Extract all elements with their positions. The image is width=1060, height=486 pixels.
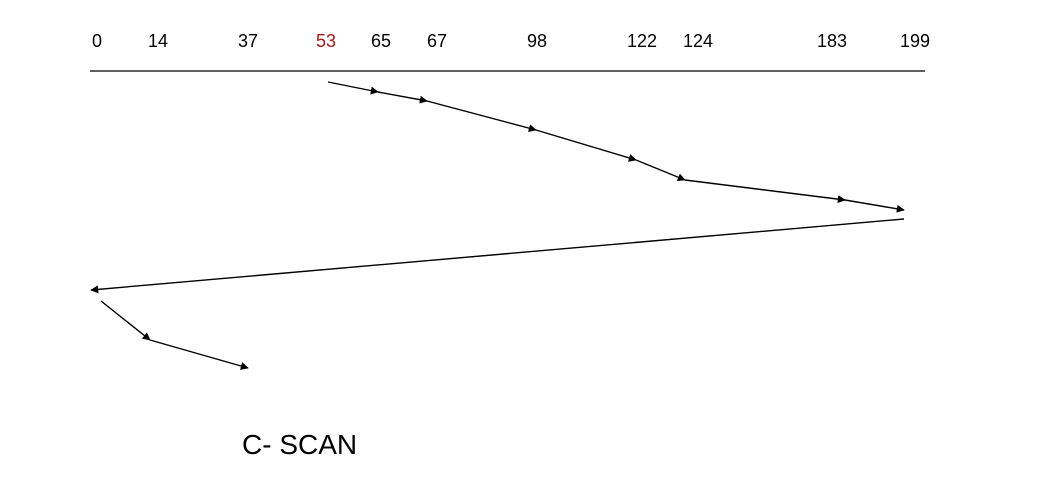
seek-arrow-53-to-65 xyxy=(327,81,379,95)
track-label-124: 124 xyxy=(683,31,713,51)
track-label-199: 199 xyxy=(900,31,930,51)
track-labels: 0 14 37 53 65 67 98 122 124 183 199 xyxy=(92,31,930,51)
return-sweep-arrow-199-to-0 xyxy=(90,218,905,294)
track-label-53-start: 53 xyxy=(316,31,336,51)
seek-arrow-183-to-199 xyxy=(844,199,905,213)
seek-arrow-0-to-14 xyxy=(100,300,151,341)
seek-arrow-122-to-124 xyxy=(635,159,686,181)
head-movement-path xyxy=(90,81,905,370)
track-label-67: 67 xyxy=(427,31,447,51)
seek-arrow-67-to-98 xyxy=(426,100,537,133)
diagram-caption: C- SCAN xyxy=(242,429,357,460)
seek-arrow-14-to-37 xyxy=(149,339,249,370)
track-label-14: 14 xyxy=(148,31,168,51)
track-label-183: 183 xyxy=(817,31,847,51)
seek-arrow-124-to-183 xyxy=(684,179,846,204)
track-label-37: 37 xyxy=(238,31,258,51)
track-label-122: 122 xyxy=(627,31,657,51)
track-label-0: 0 xyxy=(92,31,102,51)
track-label-65: 65 xyxy=(371,31,391,51)
seek-arrow-65-to-67 xyxy=(377,91,428,104)
seek-arrow-98-to-122 xyxy=(535,129,637,162)
track-label-98: 98 xyxy=(527,31,547,51)
